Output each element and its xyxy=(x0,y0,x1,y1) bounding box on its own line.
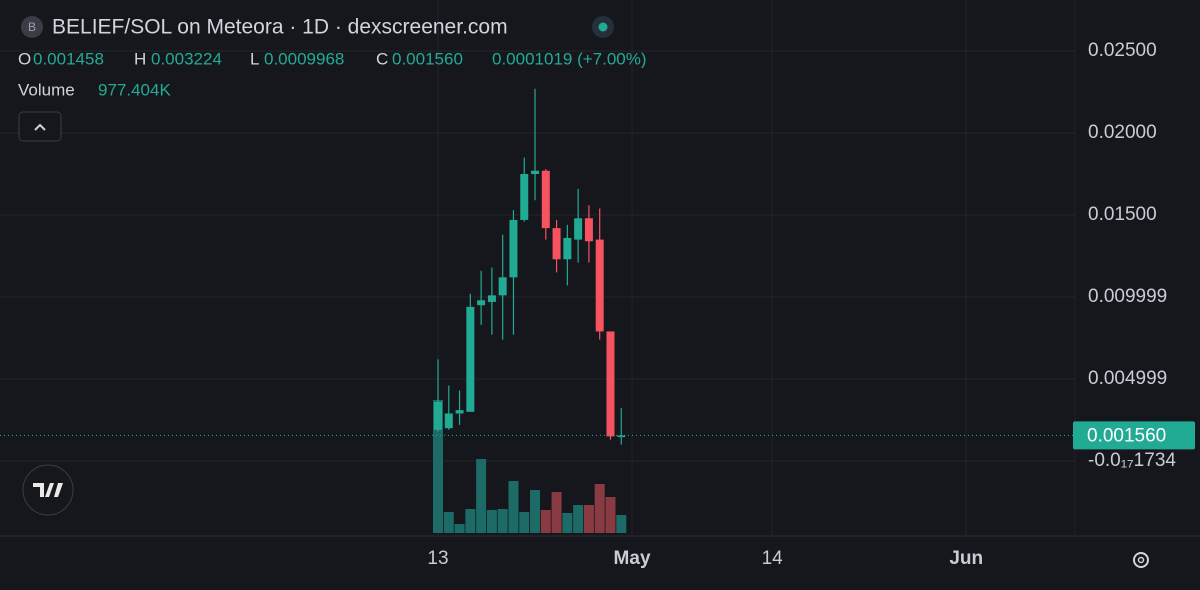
chart-title: BELIEF/SOL on Meteora · 1D · dexscreener… xyxy=(52,16,508,39)
price-label-box xyxy=(1073,421,1195,450)
open-key: O xyxy=(18,49,31,68)
settings-button[interactable] xyxy=(1133,552,1149,568)
candle-body xyxy=(541,170,550,229)
y-tick-label: 0.01500 xyxy=(1088,204,1157,225)
volume-bar xyxy=(594,483,605,533)
candle-body xyxy=(466,306,475,412)
volume-bar xyxy=(540,509,551,533)
high-key: H xyxy=(134,49,146,68)
candle-body xyxy=(487,295,496,302)
price-label: 0.001560 xyxy=(1087,425,1166,446)
candle-body xyxy=(595,239,604,332)
token-icon xyxy=(21,16,43,38)
volume-bar xyxy=(476,459,487,533)
candle-body xyxy=(509,219,518,278)
y-tick-label: -0.0₁₇1734 xyxy=(1088,450,1176,471)
x-tick-label: 13 xyxy=(427,548,448,569)
volume-value: 977.404K xyxy=(98,80,171,99)
collapse-button[interactable] xyxy=(18,111,62,142)
collapse-icon xyxy=(34,123,46,131)
token-icon-letter: B xyxy=(28,20,36,34)
volume-bar xyxy=(486,509,497,533)
volume-bar xyxy=(573,505,584,533)
volume-bar xyxy=(508,480,519,533)
y-tick-label: 0.02000 xyxy=(1088,122,1157,143)
close-key: C xyxy=(376,49,388,68)
status-dot xyxy=(598,22,608,32)
candle-body xyxy=(574,218,583,240)
x-tick-label: May xyxy=(614,548,651,569)
candle-body xyxy=(433,401,442,430)
candle-body xyxy=(563,237,572,260)
volume-bar xyxy=(562,513,573,533)
volume-key: Volume xyxy=(18,80,75,99)
low-value: 0.0009968 xyxy=(264,49,344,68)
volume-bar xyxy=(465,509,476,533)
x-tick-label: Jun xyxy=(949,548,983,569)
volume-bar xyxy=(605,496,616,533)
candle-body xyxy=(552,228,561,260)
volume-bar xyxy=(432,400,443,533)
volume-bar xyxy=(454,523,465,533)
y-tick-label: 0.02500 xyxy=(1088,40,1157,61)
volume-bar xyxy=(616,515,627,533)
volume-bar xyxy=(497,509,508,533)
candle-body xyxy=(444,413,453,429)
candle-body xyxy=(584,218,593,242)
volume-bar xyxy=(583,505,594,533)
low-key: L xyxy=(250,49,259,68)
candle-body xyxy=(531,170,540,175)
tv-logo-mark xyxy=(33,483,63,497)
volume-bar xyxy=(530,489,541,533)
change-value: 0.0001019 (+7.00%) xyxy=(492,49,647,68)
x-tick-label: 14 xyxy=(762,548,784,569)
volume-bar xyxy=(443,512,454,533)
candle-body xyxy=(617,435,626,438)
candle-body xyxy=(520,174,529,220)
y-tick-label: 0.009999 xyxy=(1088,286,1167,307)
open-value: 0.001458 xyxy=(33,49,104,68)
high-value: 0.003224 xyxy=(151,49,222,68)
volume-bar xyxy=(551,492,562,533)
candle-body xyxy=(498,277,507,296)
settings-icon-center xyxy=(1137,556,1145,564)
candle-body xyxy=(477,300,486,306)
volume-bar xyxy=(519,512,530,533)
close-value: 0.001560 xyxy=(392,49,463,68)
y-tick-label: 0.004999 xyxy=(1088,368,1167,389)
candle-body xyxy=(606,331,615,437)
candle-body xyxy=(455,410,464,414)
